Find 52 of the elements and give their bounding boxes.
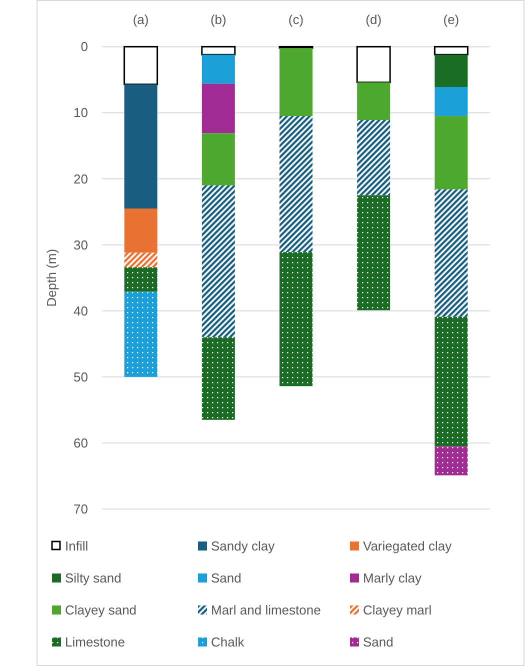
bar xyxy=(357,120,390,196)
bar xyxy=(434,446,468,476)
legend-label: Sand xyxy=(211,570,242,586)
x-tick-label: (a) xyxy=(132,12,149,27)
legend-label: Variegated clay xyxy=(363,538,452,554)
bar xyxy=(124,46,158,86)
y-tick-label: 40 xyxy=(74,303,88,318)
bar xyxy=(280,252,312,386)
y-tick-label: 70 xyxy=(74,502,88,516)
bar xyxy=(202,185,235,338)
y-axis-title: Depth (m) xyxy=(44,248,59,307)
bar xyxy=(124,292,158,377)
y-tick-label: 60 xyxy=(74,435,88,450)
legend-label: Limestone xyxy=(65,634,125,650)
bar xyxy=(434,316,468,446)
bar xyxy=(202,133,235,186)
legend-label: Infill xyxy=(65,538,88,554)
bar xyxy=(202,84,235,134)
bar xyxy=(434,54,468,87)
legend-label: Marl and limestone xyxy=(211,602,321,618)
bar xyxy=(280,48,312,116)
x-tick-label: (c) xyxy=(288,12,304,27)
bar xyxy=(434,46,468,56)
legend-label: Marly clay xyxy=(363,570,422,586)
y-tick-label: 20 xyxy=(74,171,88,186)
bar xyxy=(124,267,158,292)
legend-label: Clayey sand xyxy=(65,602,137,618)
bar xyxy=(357,82,390,120)
y-tick-label: 50 xyxy=(74,369,88,384)
y-tick-label: 0 xyxy=(80,39,88,54)
legend-label: Silty sand xyxy=(65,570,122,586)
legend-label: Clayey marl xyxy=(363,602,432,618)
bar xyxy=(357,195,390,310)
bar xyxy=(124,84,158,209)
bar xyxy=(434,116,468,190)
bar xyxy=(434,86,468,116)
bar xyxy=(124,208,158,253)
legend-label: Chalk xyxy=(211,634,245,650)
legend-label: Sandy clay xyxy=(211,538,276,554)
bar xyxy=(202,337,235,420)
bar xyxy=(202,54,235,84)
bar xyxy=(124,252,158,268)
x-tick-label: (b) xyxy=(210,12,226,27)
y-tick-label: 30 xyxy=(74,237,88,252)
bar xyxy=(280,116,312,252)
bar xyxy=(434,189,468,317)
x-tick-label: (d) xyxy=(366,12,382,27)
bar xyxy=(201,46,236,56)
bar xyxy=(356,46,391,84)
legend-label: Sand xyxy=(363,634,394,650)
y-tick-label: 10 xyxy=(74,105,88,120)
x-tick-label: (e) xyxy=(443,12,460,27)
